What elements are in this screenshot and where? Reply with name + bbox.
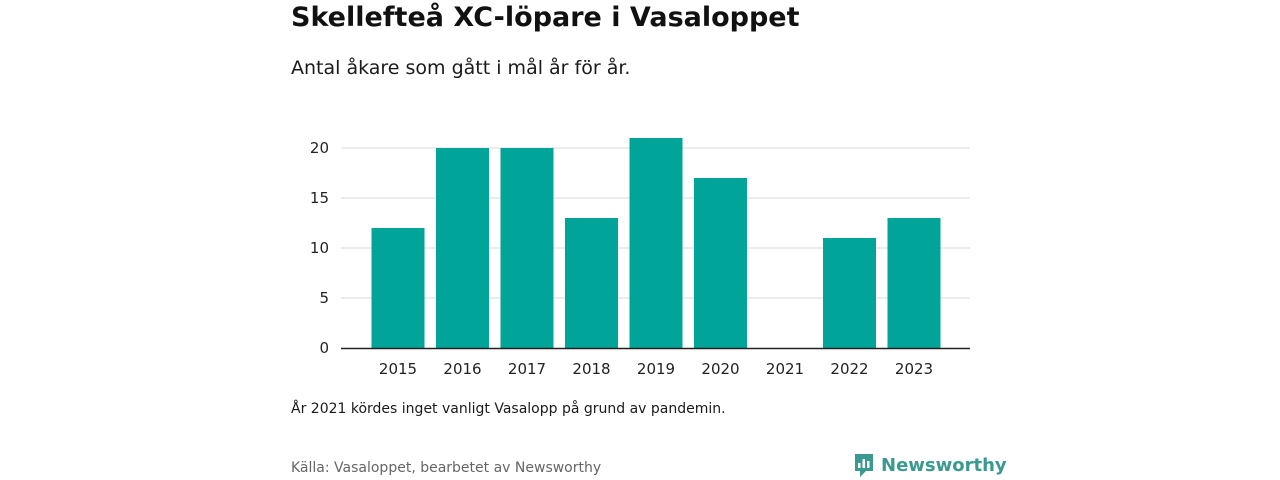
y-axis-ticks: 0 5 10 15 20	[310, 139, 329, 357]
bar	[371, 228, 425, 348]
x-tick-label: 2015	[379, 360, 417, 378]
chart-note: År 2021 kördes inget vanligt Vasalopp på…	[291, 401, 726, 417]
y-tick-label: 15	[310, 189, 329, 207]
bar	[694, 178, 747, 348]
bar	[823, 238, 876, 348]
x-tick-label: 2020	[701, 360, 739, 378]
bar	[500, 148, 554, 348]
y-tick-label: 0	[319, 339, 329, 357]
chart-title: Skellefteå XC-löpare i Vasaloppet	[291, 2, 800, 33]
bar	[436, 148, 489, 348]
x-tick-label: 2018	[572, 360, 610, 378]
x-axis-ticks: 2015 2016 2017 2018 2019 2020 2021 2022 2023	[379, 360, 933, 378]
bar-chart: 0 5 10 15 20 2015 2016 2017 2018 2019 2020 2021 202…	[310, 138, 970, 378]
chart-subtitle: Antal åkare som gått i mål år för år.	[291, 57, 631, 79]
bars	[371, 138, 941, 348]
y-tick-label: 5	[319, 289, 329, 307]
newsworthy-logo: Newsworthy	[853, 452, 1007, 478]
bar	[887, 218, 941, 348]
bar	[629, 138, 683, 348]
x-tick-label: 2023	[895, 360, 933, 378]
y-tick-label: 10	[310, 239, 329, 257]
source-text: Källa: Vasaloppet, bearbetet av Newswort…	[291, 460, 602, 476]
x-tick-label: 2021	[766, 360, 804, 378]
x-tick-label: 2022	[830, 360, 868, 378]
x-tick-label: 2017	[508, 360, 546, 378]
x-tick-label: 2019	[637, 360, 675, 378]
brand-name: Newsworthy	[881, 454, 1007, 476]
x-tick-label: 2016	[443, 360, 481, 378]
y-tick-label: 20	[310, 139, 329, 157]
bar	[565, 218, 618, 348]
newsworthy-logo-icon	[855, 454, 873, 477]
